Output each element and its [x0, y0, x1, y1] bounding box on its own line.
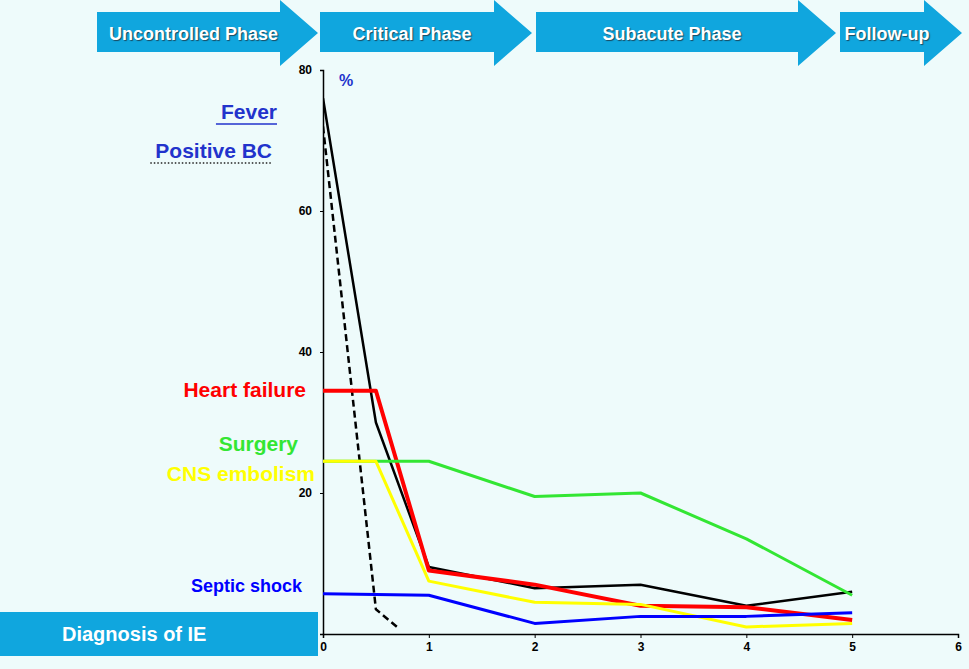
- x-tick: 4: [743, 634, 750, 654]
- y-axis-line: [320, 71, 324, 635]
- series-line: [323, 461, 852, 627]
- series-line: [323, 391, 852, 620]
- x-tick-label: 2: [532, 640, 539, 654]
- y-tick: 60: [299, 204, 323, 218]
- phase-arrow: [320, 0, 532, 66]
- lines: [323, 98, 852, 627]
- series-label: CNS embolism: [167, 462, 315, 485]
- y-tick-mark: [320, 211, 323, 212]
- background: [0, 0, 969, 669]
- x-tick-label: 4: [743, 640, 750, 654]
- series-labels: Fever Positive BC Heart failure Surgery CNS …: [150, 100, 315, 596]
- y-tick: 80: [299, 63, 323, 77]
- x-tick-mark: [958, 634, 959, 638]
- y-tick-label: 40: [299, 345, 313, 359]
- series-line: [323, 98, 852, 606]
- series-line: [323, 461, 852, 595]
- y-tick-label: 20: [299, 486, 313, 500]
- y-tick: 20: [299, 486, 323, 500]
- y-tick-mark: [320, 70, 323, 71]
- x-tick-label: 1: [426, 640, 433, 654]
- series-line: [323, 126, 397, 627]
- x-tick: 6: [955, 634, 962, 654]
- x-tick: 5: [849, 634, 856, 654]
- series-line: [323, 594, 852, 624]
- series-label: Heart failure: [183, 378, 306, 401]
- x-tick-label: 0: [320, 640, 327, 654]
- phase-arrow: [536, 0, 836, 66]
- x-tick-mark: [746, 634, 747, 638]
- series-label: Positive BC: [155, 139, 272, 162]
- x-tick: 1: [426, 634, 433, 654]
- label-underline: [150, 162, 272, 164]
- series-label: Fever: [221, 100, 277, 123]
- x-tick-mark: [641, 634, 642, 638]
- label-underline: [216, 123, 277, 125]
- phase-arrow: [97, 0, 318, 66]
- x-tick-label: 6: [955, 640, 962, 654]
- phase-arrow: [840, 0, 962, 66]
- y-axis: 20 40 60 80: [299, 63, 324, 634]
- chart: Uncontrolled Phase Critical Phase Subacute…: [0, 0, 969, 669]
- annotation-box: [0, 612, 318, 656]
- x-axis: 0 1 2 3 4 5 6: [320, 634, 962, 654]
- y-tick-label: 80: [299, 63, 313, 77]
- phase-label: Subacute Phase: [602, 24, 741, 44]
- annotation: Diagnosis of IE: [62, 623, 206, 645]
- y-tick-mark: [320, 352, 323, 353]
- phase-label: Critical Phase: [352, 24, 471, 44]
- phase-label: Follow-up: [845, 24, 930, 44]
- x-tick-mark: [429, 634, 430, 638]
- phase-label: Uncontrolled Phase: [109, 24, 278, 44]
- x-tick: 3: [638, 634, 645, 654]
- y-tick: 40: [299, 345, 323, 359]
- y-tick-mark: [320, 493, 323, 494]
- x-axis-line: [324, 635, 959, 639]
- x-tick-label: 5: [849, 640, 856, 654]
- x-tick-label: 3: [638, 640, 645, 654]
- x-tick-mark: [852, 634, 853, 638]
- y-tick-label: 60: [299, 204, 313, 218]
- y-axis-label: %: [339, 72, 353, 89]
- series-label: Septic shock: [191, 576, 303, 596]
- x-tick-mark: [535, 634, 536, 638]
- series-label: Surgery: [219, 432, 299, 455]
- phases: Uncontrolled Phase Critical Phase Subacute…: [97, 0, 962, 66]
- x-tick: 0: [320, 634, 327, 654]
- x-tick: 2: [532, 634, 539, 654]
